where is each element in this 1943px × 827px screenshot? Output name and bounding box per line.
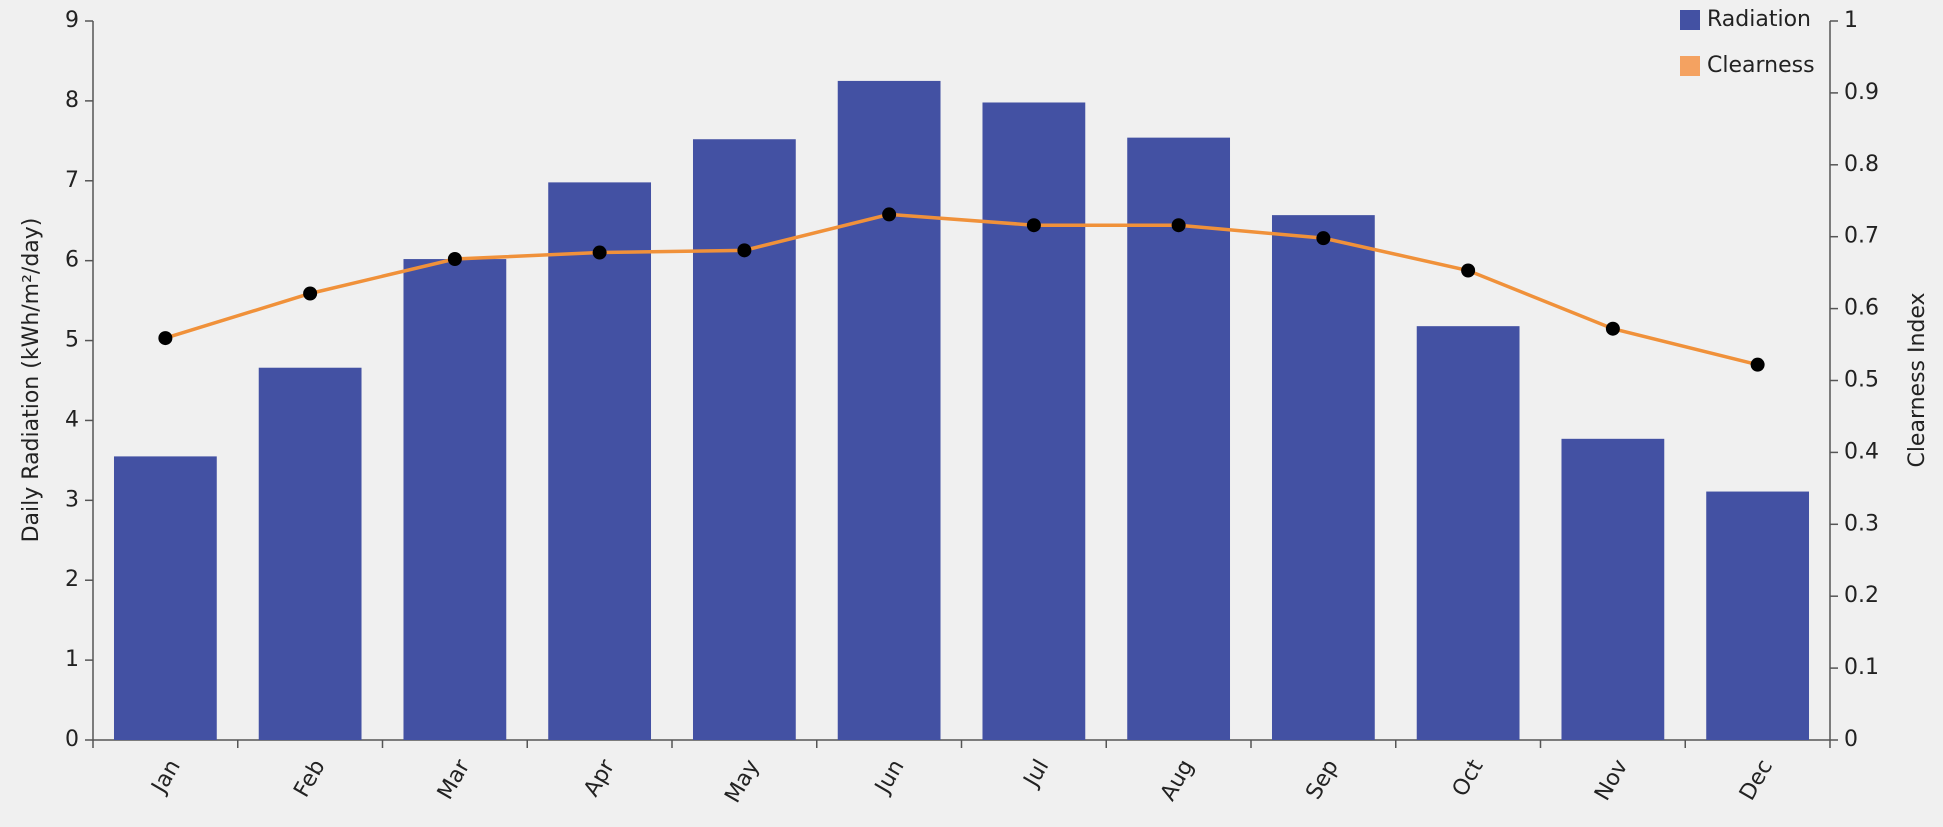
y2-tick-label: 0.6 xyxy=(1844,296,1879,321)
point xyxy=(1750,357,1765,372)
point xyxy=(1026,218,1041,233)
point xyxy=(1171,218,1186,233)
y2-tick-label: 1 xyxy=(1844,8,1858,33)
bar xyxy=(982,102,1086,740)
y-tick-label: 1 xyxy=(65,647,79,672)
legend-swatch xyxy=(1680,10,1700,30)
y-tick-label: 5 xyxy=(65,328,79,353)
y2-axis-label: Clearness Index xyxy=(1905,292,1930,467)
point xyxy=(447,251,462,266)
bar xyxy=(1561,438,1665,740)
y2-tick-label: 0.2 xyxy=(1844,583,1879,608)
y-tick-label: 8 xyxy=(65,88,79,113)
legend-label: Clearness xyxy=(1707,53,1815,78)
bar xyxy=(1416,326,1520,740)
y2-tick-label: 0 xyxy=(1844,727,1858,752)
point xyxy=(1605,321,1620,336)
bar xyxy=(403,259,507,740)
bar xyxy=(258,367,362,740)
point xyxy=(592,245,607,260)
y-tick-label: 4 xyxy=(65,407,79,432)
y-tick-label: 6 xyxy=(65,248,79,273)
y2-tick-label: 0.9 xyxy=(1844,80,1879,105)
bar xyxy=(1706,491,1810,740)
bar xyxy=(1127,137,1231,741)
y-tick-label: 3 xyxy=(65,487,79,512)
y2-tick-label: 0.7 xyxy=(1844,224,1879,249)
y2-tick-label: 0.8 xyxy=(1844,152,1879,177)
y-axis-label: Daily Radiation (kWh/m²/day) xyxy=(19,218,44,543)
bar xyxy=(113,456,217,740)
y2-tick-label: 0.1 xyxy=(1844,655,1879,680)
point xyxy=(158,331,173,346)
point xyxy=(303,286,318,301)
point xyxy=(1461,263,1476,278)
y-tick-label: 9 xyxy=(65,8,79,33)
y-tick-label: 7 xyxy=(65,168,79,193)
point xyxy=(1316,231,1331,246)
y2-tick-label: 0.5 xyxy=(1844,368,1879,393)
y2-tick-label: 0.4 xyxy=(1844,439,1879,464)
bar xyxy=(692,139,796,741)
bar xyxy=(1271,215,1375,740)
y2-tick-label: 0.3 xyxy=(1844,511,1879,536)
line xyxy=(164,212,1759,367)
point xyxy=(737,243,752,258)
legend-swatch xyxy=(1680,56,1700,76)
point xyxy=(882,207,897,222)
y-tick-label: 0 xyxy=(65,727,79,752)
y-tick-label: 2 xyxy=(65,567,79,592)
legend-label: Radiation xyxy=(1707,7,1811,32)
bar xyxy=(548,182,652,740)
bar xyxy=(837,80,941,740)
